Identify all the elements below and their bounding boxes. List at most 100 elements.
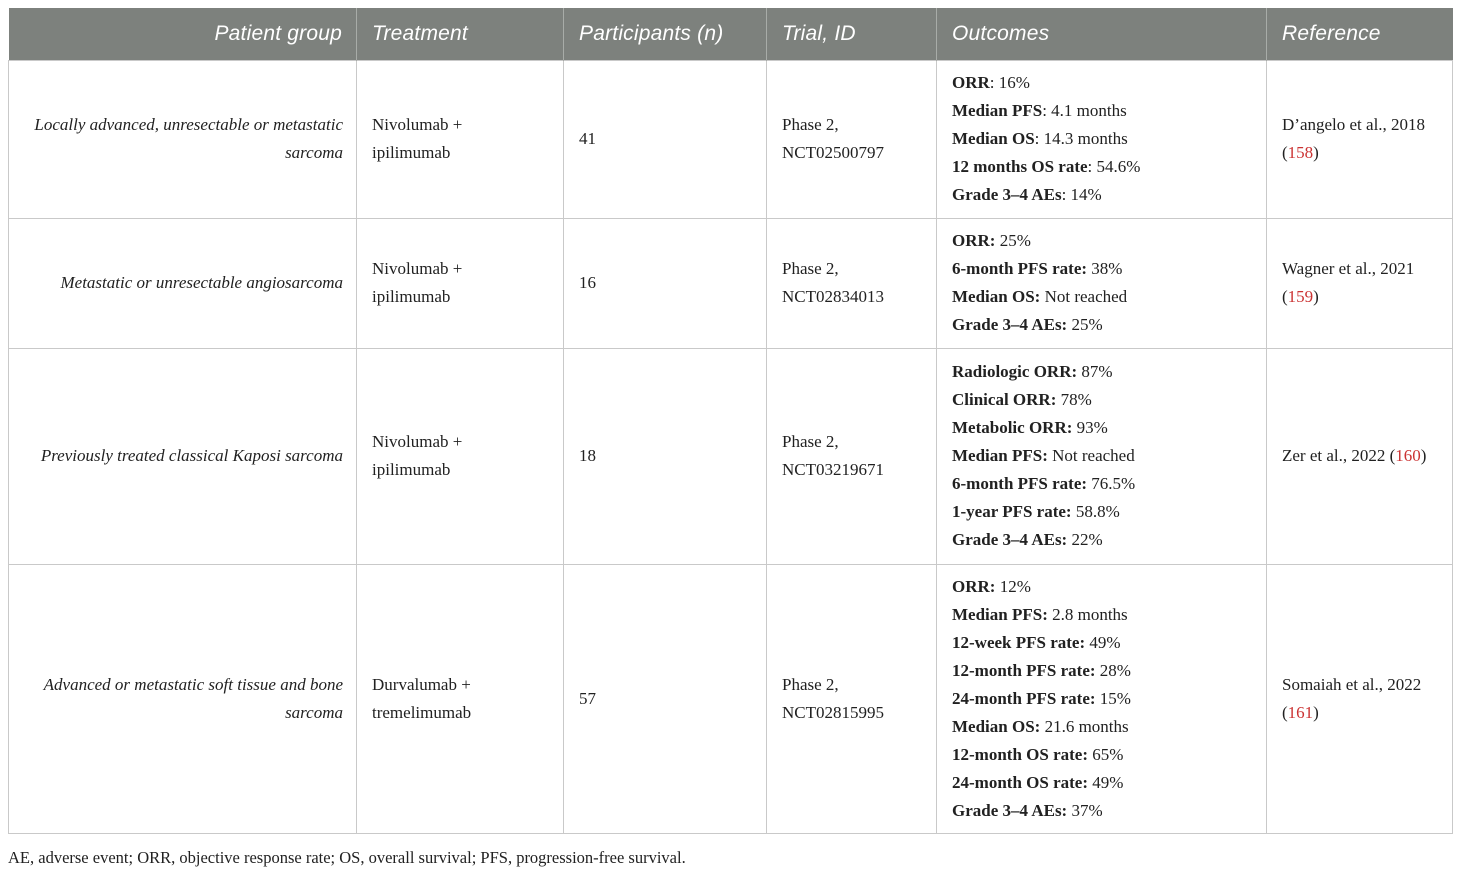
column-header-reference: Reference bbox=[1266, 8, 1453, 60]
citation-link[interactable]: 159 bbox=[1287, 287, 1314, 306]
outcome-value: 25% bbox=[1067, 315, 1103, 334]
outcome-line: Grade 3–4 AEs: 25% bbox=[952, 311, 1256, 339]
treatment-line: Nivolumab + bbox=[372, 259, 463, 278]
outcome-line: Clinical ORR: 78% bbox=[952, 386, 1256, 414]
column-header-trial-id: Trial, ID bbox=[766, 8, 937, 60]
table-row: Metastatic or unresectable angiosarcoma … bbox=[8, 217, 1453, 349]
outcome-line: Metabolic ORR: 93% bbox=[952, 414, 1256, 442]
participants-cell: 41 bbox=[563, 59, 767, 219]
trial-id-cell: Phase 2, NCT03219671 bbox=[766, 347, 937, 565]
outcome-value: 93% bbox=[1072, 418, 1108, 437]
outcome-value: : 14.3 months bbox=[1034, 129, 1128, 148]
patient-group-cell: Locally advanced, unresectable or metast… bbox=[8, 59, 357, 219]
trial-phase: Phase 2, bbox=[782, 674, 839, 694]
outcome-value: : 54.6% bbox=[1087, 157, 1141, 176]
outcome-line: 24-month PFS rate: 15% bbox=[952, 685, 1256, 713]
participants-cell: 18 bbox=[563, 347, 767, 565]
outcome-label: Clinical ORR: bbox=[952, 390, 1057, 409]
outcome-value: 65% bbox=[1087, 744, 1124, 764]
outcome-label: ORR bbox=[952, 73, 990, 92]
outcome-value: 2.8 months bbox=[1047, 604, 1128, 624]
outcome-value: 78% bbox=[1056, 390, 1092, 409]
trial-id-cell: Phase 2, NCT02834013 bbox=[766, 217, 937, 349]
outcomes-cell: ORR: 12% Median PFS: 2.8 months 12-week … bbox=[936, 563, 1267, 834]
treatment-cell: Durvalumab + tremelimumab bbox=[356, 563, 564, 834]
participants-cell: 16 bbox=[563, 217, 767, 349]
outcome-label: Grade 3–4 AEs: bbox=[952, 530, 1068, 549]
outcome-label: 24-month PFS rate: bbox=[952, 688, 1096, 708]
citation-link[interactable]: 160 bbox=[1395, 446, 1421, 465]
outcome-label: 12-month OS rate: bbox=[952, 744, 1088, 764]
outcome-value: 15% bbox=[1095, 688, 1131, 708]
outcome-label: 1-year PFS rate: bbox=[952, 502, 1072, 521]
outcome-label: ORR: bbox=[952, 231, 996, 250]
patient-group-cell: Advanced or metastatic soft tissue and b… bbox=[8, 563, 357, 834]
reference-close-paren: ) bbox=[1313, 287, 1319, 306]
outcome-line: ORR: 12% bbox=[952, 573, 1256, 601]
outcome-value: : 14% bbox=[1061, 185, 1102, 204]
outcome-line: 6-month PFS rate: 76.5% bbox=[952, 470, 1256, 498]
patient-group-cell: Previously treated classical Kaposi sarc… bbox=[8, 347, 357, 565]
trial-nct-id: NCT02815995 bbox=[782, 702, 884, 722]
outcome-value: Not reached bbox=[1047, 446, 1135, 465]
outcome-label: 6-month PFS rate: bbox=[952, 259, 1088, 278]
outcome-label: Median OS: bbox=[952, 716, 1041, 736]
outcomes-cell: Radiologic ORR: 87% Clinical ORR: 78% Me… bbox=[936, 347, 1267, 565]
trial-nct-id: NCT02834013 bbox=[782, 287, 884, 306]
outcome-value: 49% bbox=[1085, 632, 1121, 652]
trial-nct-id: NCT02500797 bbox=[782, 143, 884, 162]
outcome-value: 38% bbox=[1087, 259, 1123, 278]
outcomes-cell: ORR: 25% 6-month PFS rate: 38% Median OS… bbox=[936, 217, 1267, 349]
table-footnote: AE, adverse event; ORR, objective respon… bbox=[8, 847, 686, 867]
trial-phase: Phase 2, bbox=[782, 432, 839, 451]
reference-close-paren: ) bbox=[1420, 446, 1427, 465]
outcome-line: ORR: 25% bbox=[952, 227, 1256, 255]
table-row: Advanced or metastatic soft tissue and b… bbox=[8, 563, 1453, 834]
outcome-list: Radiologic ORR: 87% Clinical ORR: 78% Me… bbox=[952, 358, 1256, 554]
outcome-list: ORR: 16% Median PFS: 4.1 months Median O… bbox=[952, 69, 1256, 209]
outcome-label: Median PFS: bbox=[952, 446, 1048, 465]
outcome-list: ORR: 12% Median PFS: 2.8 months 12-week … bbox=[952, 573, 1256, 825]
treatment-line: Nivolumab + bbox=[372, 115, 463, 134]
table-row: Previously treated classical Kaposi sarc… bbox=[8, 347, 1453, 565]
outcome-label: 6-month PFS rate: bbox=[952, 474, 1088, 493]
header-row: Patient group Treatment Participants (n)… bbox=[8, 8, 1453, 60]
outcome-line: 12 months OS rate: 54.6% bbox=[952, 153, 1256, 181]
citation-link[interactable]: 158 bbox=[1287, 143, 1314, 162]
outcome-label: Median OS bbox=[952, 129, 1035, 148]
treatment-cell: Nivolumab + ipilimumab bbox=[356, 217, 564, 349]
outcome-label: Median PFS bbox=[952, 101, 1043, 120]
outcome-line: 1-year PFS rate: 58.8% bbox=[952, 498, 1256, 526]
outcome-value: : 4.1 months bbox=[1042, 101, 1127, 120]
outcome-value: 37% bbox=[1067, 800, 1103, 820]
outcome-line: ORR: 16% bbox=[952, 69, 1256, 97]
table-row: Locally advanced, unresectable or metast… bbox=[8, 59, 1453, 219]
treatment-cell: Nivolumab + ipilimumab bbox=[356, 59, 564, 219]
outcome-line: Median PFS: 4.1 months bbox=[952, 97, 1256, 125]
citation-link[interactable]: 161 bbox=[1287, 702, 1314, 722]
outcome-line: 12-month OS rate: 65% bbox=[952, 741, 1256, 769]
outcome-value: : 16% bbox=[989, 73, 1030, 92]
outcome-line: 6-month PFS rate: 38% bbox=[952, 255, 1256, 283]
trial-phase: Phase 2, bbox=[782, 115, 839, 134]
outcome-value: 25% bbox=[995, 231, 1031, 250]
outcome-line: 12-month PFS rate: 28% bbox=[952, 657, 1256, 685]
outcome-line: 24-month OS rate: 49% bbox=[952, 769, 1256, 797]
outcomes-cell: ORR: 16% Median PFS: 4.1 months Median O… bbox=[936, 59, 1267, 219]
trial-id-cell: Phase 2, NCT02815995 bbox=[766, 563, 937, 834]
outcome-value: 12% bbox=[995, 576, 1031, 596]
outcome-value: 76.5% bbox=[1087, 474, 1136, 493]
trial-nct-id: NCT03219671 bbox=[782, 460, 884, 479]
outcome-label: 12-week PFS rate: bbox=[952, 632, 1086, 652]
outcome-value: 22% bbox=[1067, 530, 1103, 549]
outcome-label: 12 months OS rate bbox=[952, 157, 1088, 176]
outcome-label: Grade 3–4 AEs: bbox=[952, 315, 1068, 334]
column-header-participants: Participants (n) bbox=[563, 8, 767, 60]
outcome-line: 12-week PFS rate: 49% bbox=[952, 629, 1256, 657]
treatment-cell: Nivolumab + ipilimumab bbox=[356, 347, 564, 565]
treatment-line: tremelimumab bbox=[372, 702, 472, 722]
reference-authors: Somaiah et al., 2022 ( bbox=[1282, 674, 1422, 722]
outcome-label: Median OS: bbox=[952, 287, 1041, 306]
outcome-line: Grade 3–4 AEs: 37% bbox=[952, 797, 1256, 825]
treatment-line: ipilimumab bbox=[372, 143, 451, 162]
